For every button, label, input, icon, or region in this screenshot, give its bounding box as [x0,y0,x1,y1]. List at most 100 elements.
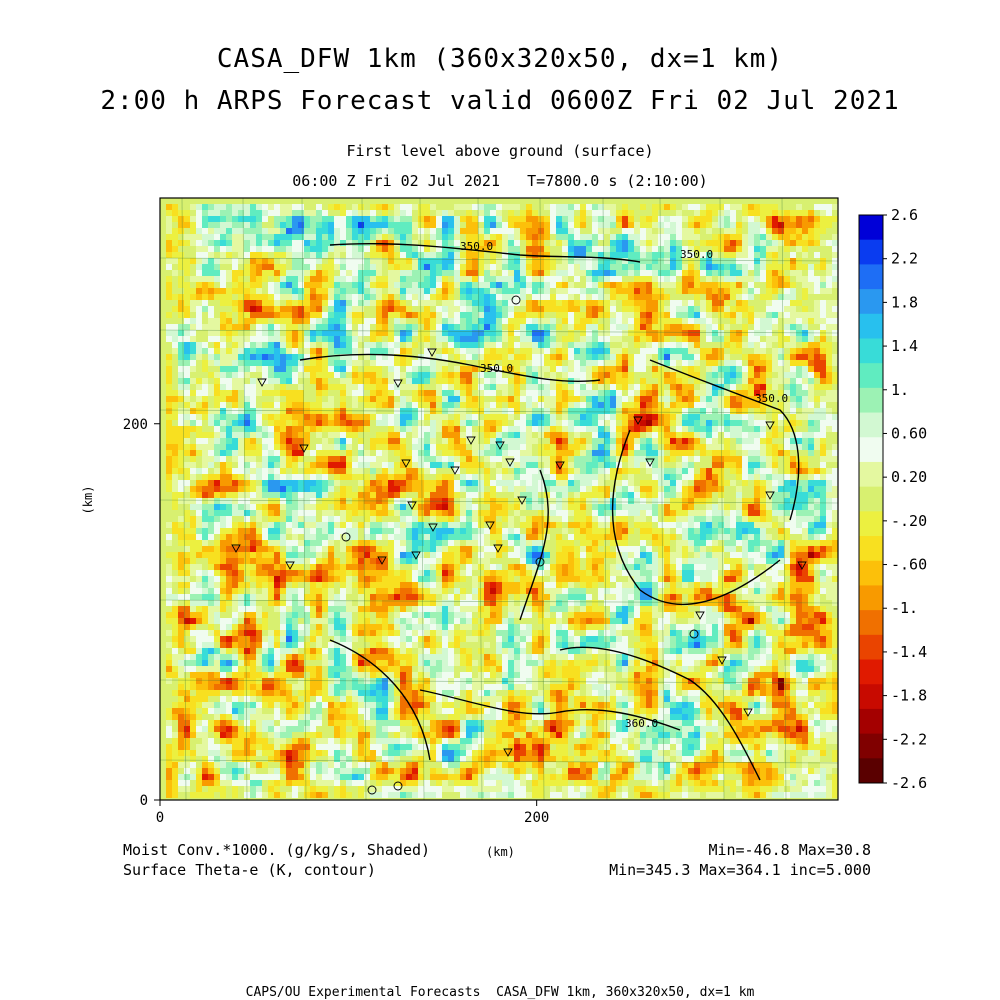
heatmap-cell [196,216,202,222]
heatmap-cell [544,210,550,216]
heatmap-cell [514,348,520,354]
heatmap-cell [652,258,658,264]
heatmap-cell [466,432,472,438]
heatmap-cell [466,222,472,228]
heatmap-cell [640,432,646,438]
heatmap-cell [298,300,304,306]
heatmap-cell [184,462,190,468]
heatmap-cell [754,252,760,258]
heatmap-cell [694,420,700,426]
heatmap-cell [742,228,748,234]
heatmap-cell [754,264,760,270]
heatmap-cell [436,414,442,420]
heatmap-cell [442,204,448,210]
heatmap-cell [646,444,652,450]
heatmap-cell [412,450,418,456]
heatmap-cell [544,378,550,384]
heatmap-cell [820,402,826,408]
heatmap-cell [652,246,658,252]
heatmap-cell [610,204,616,210]
heatmap-cell [544,438,550,444]
heatmap-cell [670,444,676,450]
heatmap-cell [364,276,370,282]
heatmap-cell [658,282,664,288]
heatmap-cell [610,210,616,216]
heatmap-cell [790,312,796,318]
heatmap-cell [622,432,628,438]
heatmap-cell [364,222,370,228]
heatmap-cell [676,420,682,426]
heatmap-cell [724,390,730,396]
heatmap-cell [178,258,184,264]
heatmap-cell [682,390,688,396]
heatmap-cell [748,414,754,420]
heatmap-cell [556,294,562,300]
heatmap-cell [178,456,184,462]
heatmap-cell [634,288,640,294]
heatmap-cell [292,288,298,294]
heatmap-cell [568,252,574,258]
heatmap-cell [304,198,310,204]
heatmap-cell [580,228,586,234]
heatmap-cell [730,324,736,330]
heatmap-cell [244,258,250,264]
heatmap-cell [748,228,754,234]
heatmap-cell [172,264,178,270]
heatmap-cell [508,438,514,444]
heatmap-cell [316,246,322,252]
heatmap-cell [598,396,604,402]
heatmap-cell [208,438,214,444]
heatmap-cell [220,408,226,414]
heatmap-cell [400,348,406,354]
heatmap-cell [262,360,268,366]
heatmap-cell [628,336,634,342]
heatmap-cell [490,324,496,330]
heatmap-cell [514,444,520,450]
heatmap-cell [172,216,178,222]
heatmap-cell [502,360,508,366]
heatmap-cell [826,246,832,252]
heatmap-cell [676,390,682,396]
heatmap-cell [466,234,472,240]
heatmap-cell [226,210,232,216]
heatmap-cell [616,366,622,372]
heatmap-cell [538,204,544,210]
heatmap-cell [256,204,262,210]
heatmap-cell [346,342,352,348]
heatmap-cell [310,366,316,372]
heatmap-cell [400,306,406,312]
heatmap-cell [616,354,622,360]
heatmap-cell [412,252,418,258]
heatmap-cell [268,300,274,306]
heatmap-cell [814,366,820,372]
heatmap-cell [574,222,580,228]
heatmap-cell [286,414,292,420]
heatmap-cell [580,450,586,456]
heatmap-cell [832,390,838,396]
heatmap-cell [268,228,274,234]
heatmap-cell [784,252,790,258]
heatmap-cell [262,270,268,276]
heatmap-cell [328,240,334,246]
heatmap-cell [274,360,280,366]
heatmap-cell [184,288,190,294]
heatmap-cell [760,246,766,252]
heatmap-cell [742,324,748,330]
heatmap-cell [346,306,352,312]
heatmap-cell [784,276,790,282]
heatmap-cell [262,240,268,246]
heatmap-cell [532,372,538,378]
heatmap-cell [316,384,322,390]
heatmap-cell [688,390,694,396]
heatmap-cell [202,288,208,294]
heatmap-cell [172,354,178,360]
heatmap-cell [826,312,832,318]
heatmap-cell [346,354,352,360]
heatmap-cell [316,390,322,396]
heatmap-cell [496,276,502,282]
heatmap-cell [454,288,460,294]
heatmap-cell [310,330,316,336]
heatmap-cell [250,210,256,216]
heatmap-cell [562,330,568,336]
heatmap-cell [358,204,364,210]
